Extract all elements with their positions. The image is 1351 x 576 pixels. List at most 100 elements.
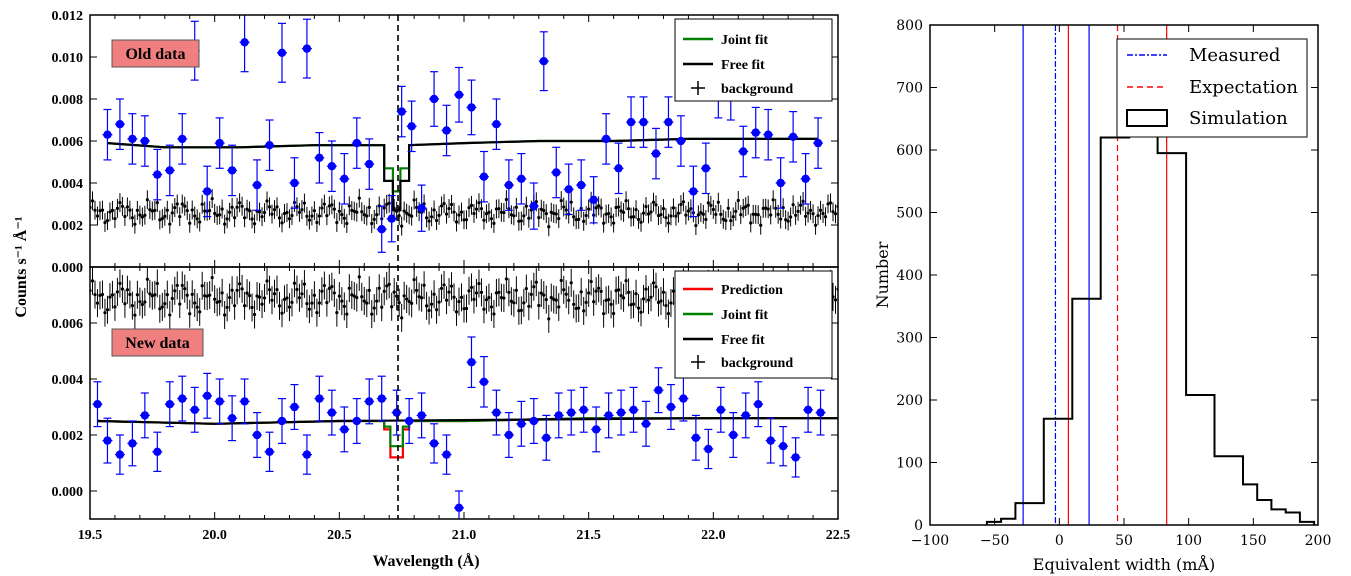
data-point (701, 164, 711, 173)
background-point (257, 295, 262, 299)
background-point (489, 305, 494, 309)
background-point (300, 292, 304, 296)
background-point (407, 299, 411, 304)
background-point (656, 214, 661, 218)
background-point (178, 302, 182, 306)
background-point (255, 294, 259, 298)
data-point (387, 214, 396, 223)
background-point (105, 218, 110, 223)
background-point (577, 217, 581, 221)
background-point (315, 220, 319, 225)
background-point (449, 284, 454, 288)
background-point (297, 296, 302, 300)
background-point (155, 201, 159, 205)
background-point (564, 208, 568, 212)
background-point (130, 304, 134, 308)
background-point (711, 207, 715, 212)
y-tick-label: 400 (896, 268, 923, 284)
background-point (160, 305, 164, 309)
background-point (375, 299, 379, 303)
background-point (392, 290, 396, 294)
background-point (90, 199, 95, 203)
background-point (587, 291, 591, 295)
background-point (656, 300, 661, 305)
background-point (489, 217, 494, 221)
background-point (158, 218, 162, 222)
background-point (519, 308, 523, 312)
background-point (250, 305, 254, 310)
background-point (427, 219, 431, 223)
background-point (444, 298, 449, 302)
background-point (170, 296, 174, 301)
background-point (230, 288, 234, 292)
background-point (816, 214, 820, 218)
background-point (120, 287, 125, 291)
data-point (517, 174, 526, 183)
right-figure: 0 100 200 300 400 500 600 700 800 −100 −50 0 50 100 1… (873, 18, 1331, 574)
background-point (247, 293, 252, 298)
background-point (365, 301, 369, 305)
x-tick-label: 100 (1175, 533, 1202, 549)
background-point (108, 295, 112, 299)
background-point (744, 204, 748, 209)
background-point (375, 213, 379, 217)
background-point (527, 216, 531, 220)
background-point (784, 218, 788, 222)
data-point (641, 419, 651, 428)
background-point (133, 313, 137, 317)
background-point (549, 295, 553, 300)
data-point (729, 430, 738, 440)
data-point (589, 195, 598, 204)
background-point (537, 303, 541, 308)
background-point (260, 302, 264, 306)
background-point (123, 302, 127, 306)
background-point (135, 293, 139, 297)
background-point (238, 201, 242, 205)
background-point (669, 301, 673, 305)
background-point (464, 218, 469, 222)
background-point (175, 202, 179, 206)
legend-expectation-label: Expectation (1189, 77, 1298, 98)
background-point (140, 215, 144, 219)
background-point (345, 312, 349, 316)
background-point (168, 313, 172, 317)
background-point (382, 289, 386, 293)
data-point (115, 120, 125, 129)
y-tick-label: 0.000 (52, 261, 84, 276)
background-point (282, 297, 287, 301)
background-point (128, 292, 132, 297)
background-point (125, 288, 129, 292)
data-point (529, 416, 539, 426)
background-point (150, 209, 154, 213)
background-point (290, 300, 294, 304)
background-point (277, 216, 282, 220)
background-point (387, 282, 391, 286)
data-point (654, 386, 663, 395)
background-point (791, 203, 795, 207)
data-point (178, 134, 187, 144)
background-point (544, 298, 548, 302)
y-tick-label: 0.002 (52, 219, 84, 234)
data-point (591, 425, 601, 434)
histogram-yaxis: 0 100 200 300 400 500 600 700 800 (896, 18, 1318, 534)
data-point (567, 408, 576, 417)
background-point (357, 275, 361, 279)
background-point (457, 213, 461, 217)
data-point (103, 436, 112, 445)
background-point (405, 211, 409, 215)
background-point (539, 291, 543, 295)
background-point (684, 213, 688, 217)
background-point (756, 213, 760, 217)
background-point (228, 210, 232, 214)
background-point (549, 210, 553, 214)
legend-simulation-swatch (1126, 109, 1168, 127)
x-tick-label: 200 (1305, 533, 1332, 549)
data-point (377, 225, 386, 234)
background-point (634, 208, 638, 212)
background-point (472, 297, 476, 301)
data-point (140, 136, 150, 146)
background-point (522, 214, 526, 218)
background-point (434, 308, 439, 312)
background-point (332, 207, 336, 211)
data-point (601, 134, 611, 144)
